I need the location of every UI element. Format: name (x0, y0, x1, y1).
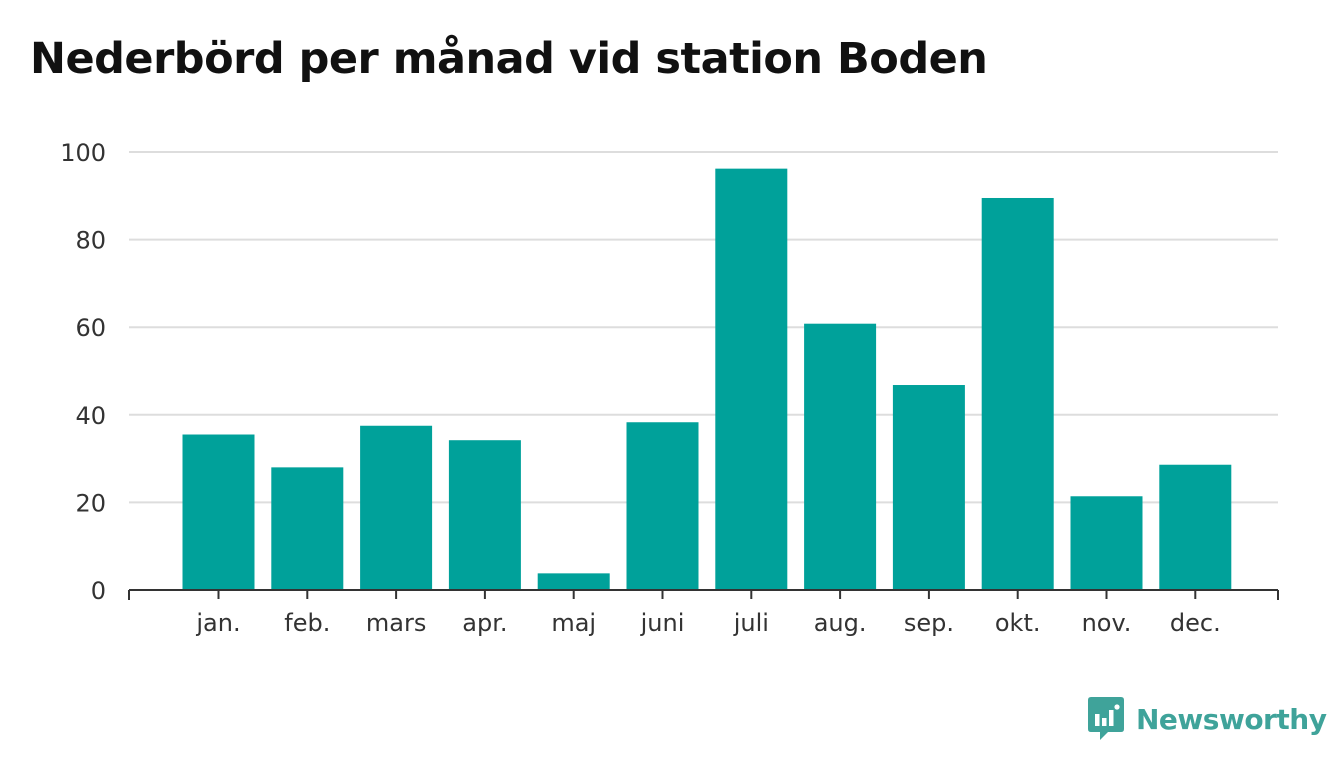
chart-title: Nederbörd per månad vid station Boden (30, 34, 988, 84)
y-tick-label: 80 (75, 227, 106, 255)
bar-feb (271, 467, 344, 590)
x-tick-label: sep. (904, 609, 954, 637)
x-tick-label: juli (733, 609, 769, 637)
gridlines (129, 151, 1278, 504)
newsworthy-logo-icon (1088, 697, 1124, 740)
bar-aug (804, 323, 877, 590)
x-tick-label: apr. (462, 609, 507, 637)
newsworthy-logo: Newsworthy (1088, 697, 1327, 741)
bar-dec (1159, 464, 1232, 590)
y-tick-label: 100 (60, 139, 106, 167)
bar-apr (448, 440, 521, 590)
y-tick-label: 20 (75, 489, 106, 517)
bar-nov (1070, 496, 1143, 590)
y-axis-ticks: 0 20 40 60 80 100 (60, 139, 106, 605)
bar-juli (715, 168, 788, 591)
y-tick-label: 40 (75, 402, 106, 430)
x-tick-label: juni (640, 609, 685, 637)
x-tick-label: maj (551, 609, 596, 637)
x-tick-label: nov. (1082, 609, 1132, 637)
x-tick-label: aug. (814, 609, 867, 637)
bar-maj (537, 573, 610, 590)
bar-jan (182, 434, 255, 590)
x-tick-label: mars (366, 609, 426, 637)
x-tick-label: jan. (195, 609, 240, 637)
y-tick-label: 60 (75, 314, 106, 342)
bar-juni (626, 422, 699, 590)
x-axis-ticks: jan. feb. mars apr. maj juni juli aug. sep. okt. n… (195, 590, 1221, 637)
brand-name: Newsworthy (1136, 702, 1327, 736)
y-tick-label: 0 (91, 577, 106, 605)
x-axis (128, 589, 1279, 600)
x-tick-label: okt. (995, 609, 1041, 637)
x-tick-label: feb. (284, 609, 330, 637)
bars (182, 168, 1232, 591)
bar-mars (360, 425, 433, 590)
x-tick-label: dec. (1170, 609, 1221, 637)
bar-sep (892, 385, 965, 590)
bar-okt (981, 197, 1054, 591)
